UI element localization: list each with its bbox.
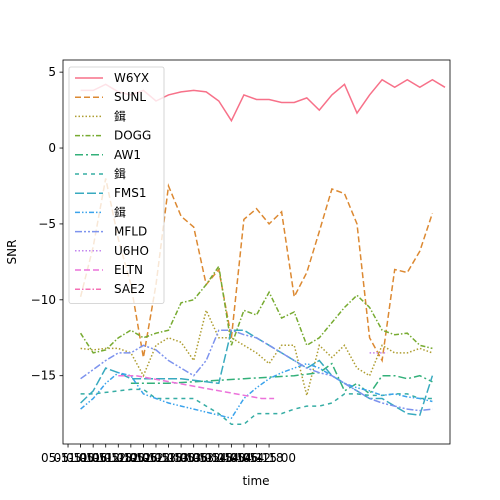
x-tick-label: 05-13 00 xyxy=(142,451,196,465)
legend-label: W6YX xyxy=(114,71,149,85)
legend-box xyxy=(68,66,165,304)
x-tick-label: 05-13 06 xyxy=(154,451,208,465)
x-tick-label: 05-11 00 xyxy=(41,451,95,465)
legend-label: SUNL xyxy=(114,90,146,104)
legend-label: U6HO xyxy=(114,244,149,258)
series-line-7 xyxy=(80,362,433,420)
x-tick-label: 05-14 18 xyxy=(230,451,284,465)
legend-label: 鍓 xyxy=(114,108,126,123)
legend-label: SAE2 xyxy=(114,282,145,296)
x-tick-label: 05-11 18 xyxy=(79,451,133,465)
y-tick-label: −5 xyxy=(38,217,56,231)
legend-label: ELTN xyxy=(114,263,143,277)
legend-label: MFLD xyxy=(114,225,147,239)
plot-area xyxy=(79,78,446,426)
legend-label: FMS1 xyxy=(114,186,147,200)
x-tick-label: 05-12 12 xyxy=(116,451,170,465)
y-tick-label: −15 xyxy=(31,369,56,383)
x-axis-title: time xyxy=(242,474,269,488)
series-line-8 xyxy=(80,329,433,412)
x-tick-label: 05-12 06 xyxy=(104,451,158,465)
x-tick-label: 05-12 00 xyxy=(91,451,145,465)
x-tick-label: 05-11 06 xyxy=(54,451,108,465)
legend-label: DOGG xyxy=(114,129,151,143)
y-tick-label: 0 xyxy=(48,141,56,155)
x-tick-label: 05-13 18 xyxy=(179,451,233,465)
x-tick-label: 05-11 12 xyxy=(66,451,120,465)
y-tick-label: 5 xyxy=(48,65,56,79)
legend: W6YX SUNL 鍓 DOGG AW1 鍓 FMS1 鍓 MFLD U6HO ELTN SAE2 xyxy=(68,66,165,304)
series-line-3 xyxy=(79,264,433,354)
x-tick-label: 05-14 00 xyxy=(192,451,246,465)
x-tick-label: 05-13 12 xyxy=(167,451,221,465)
series-line-2 xyxy=(80,308,433,396)
series-line-10 xyxy=(118,374,275,400)
legend-label: AW1 xyxy=(114,148,141,162)
x-tick-label: 05-14 12 xyxy=(217,451,271,465)
y-tick-label: −10 xyxy=(31,293,56,307)
x-tick-label: 05-12 18 xyxy=(129,451,183,465)
y-axis-title: SNR xyxy=(5,240,19,265)
series-line-1 xyxy=(79,178,434,363)
y-axis: 5 0 −5 −10 −15 xyxy=(31,65,63,383)
legend-label: 鍓 xyxy=(114,166,126,181)
x-tick-label: 05-14 06 xyxy=(204,451,258,465)
legend-label: 鍓 xyxy=(114,204,126,219)
series-line-5 xyxy=(80,388,433,426)
x-tick-label: 05-15 00 xyxy=(242,451,296,465)
